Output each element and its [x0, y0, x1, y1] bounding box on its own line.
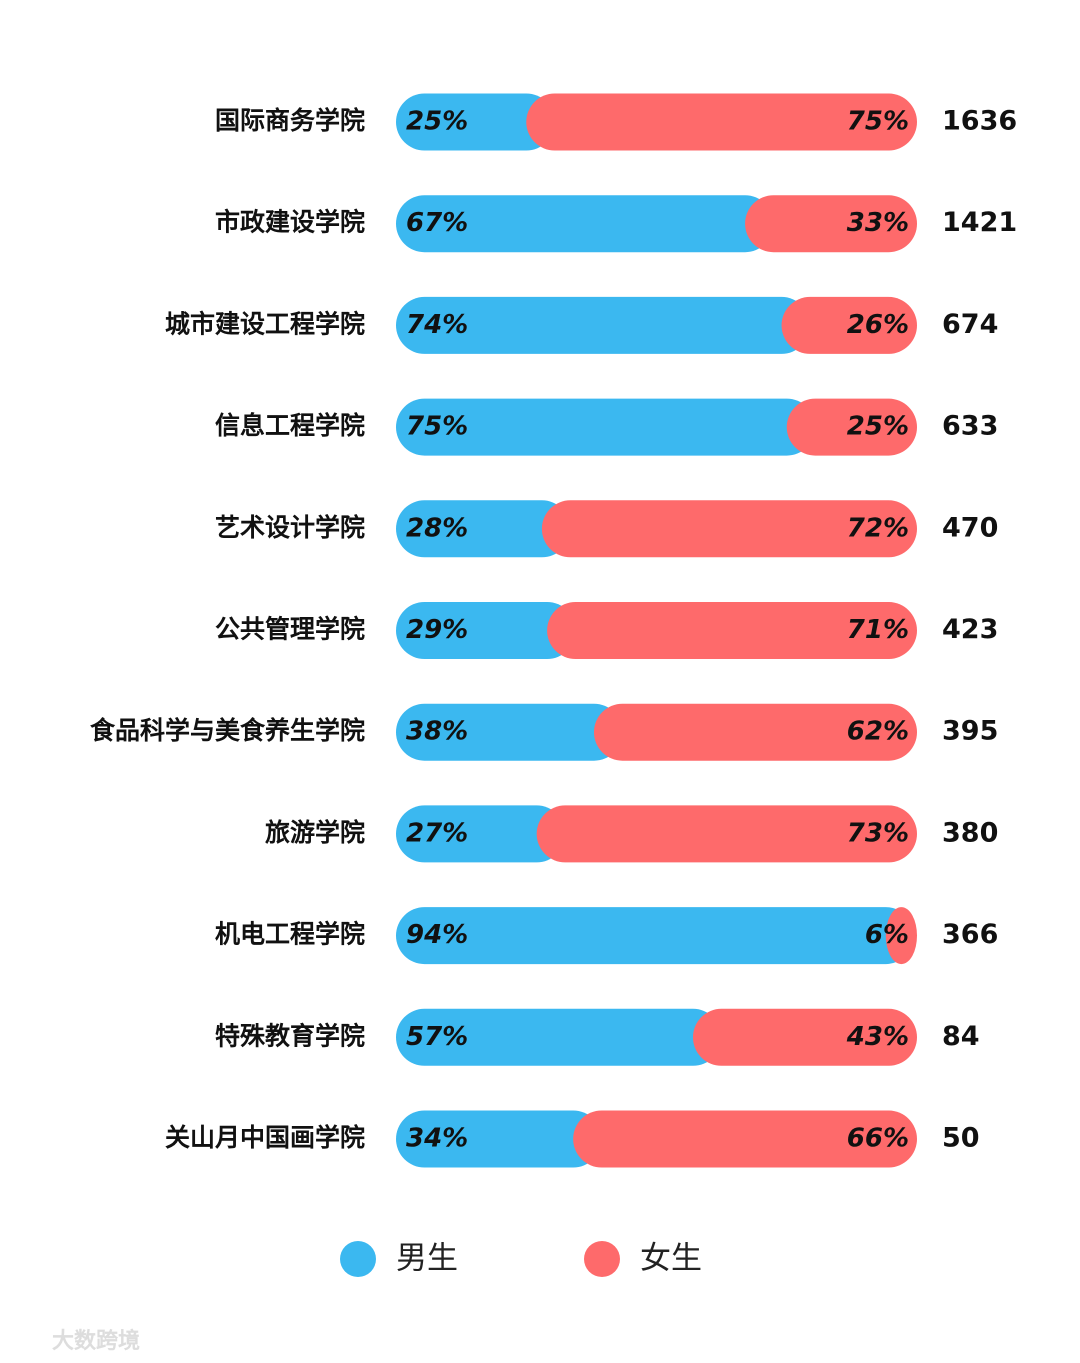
total-label: 423	[942, 614, 998, 645]
value-label: 27%	[406, 818, 468, 848]
legend-label: 男生	[396, 1241, 458, 1277]
value-label: 74%	[406, 310, 468, 340]
total-label: 1421	[942, 207, 1017, 238]
value-label: 62%	[847, 717, 909, 747]
bar-segment	[593, 703, 917, 761]
bar-segment	[781, 296, 917, 354]
bar-segment	[786, 398, 917, 456]
bar-segment	[396, 1008, 722, 1066]
category-label: 关山月中国画学院	[165, 1123, 365, 1152]
category-label: 特殊教育学院	[215, 1021, 365, 1050]
category-label: 城市建设工程学院	[165, 309, 365, 338]
value-label: 26%	[847, 310, 909, 340]
watermark: 大数跨境	[52, 1328, 140, 1354]
value-label: 67%	[406, 208, 468, 238]
bar-segment	[547, 602, 917, 659]
value-label: 33%	[847, 208, 909, 238]
total-label: 366	[942, 919, 998, 950]
value-label: 72%	[847, 513, 909, 543]
value-label: 73%	[847, 818, 909, 848]
bar-segment	[396, 703, 623, 761]
value-label: 75%	[406, 412, 468, 442]
category-label: 旅游学院	[265, 818, 365, 847]
total-label: 84	[942, 1021, 980, 1052]
legend-marker	[340, 1241, 376, 1277]
value-label: 25%	[406, 107, 468, 137]
value-label: 43%	[846, 1022, 909, 1052]
value-label: 75%	[847, 107, 909, 137]
bar-segment	[526, 93, 917, 151]
category-label: 信息工程学院	[215, 411, 365, 440]
value-label: 34%	[406, 1124, 468, 1154]
bar-segment	[536, 805, 917, 863]
total-label: 1636	[942, 106, 1017, 137]
bar-segment	[396, 398, 816, 456]
total-label: 50	[942, 1123, 980, 1154]
total-label: 633	[942, 411, 998, 442]
bar-segment	[396, 805, 566, 863]
category-label: 食品科学与美食养生学院	[90, 716, 365, 745]
bar-segment	[396, 195, 774, 253]
bar-segment	[396, 93, 555, 151]
bar-segment	[396, 296, 811, 354]
total-label: 380	[942, 817, 998, 848]
legend-marker	[584, 1241, 620, 1277]
value-label: 29%	[406, 615, 468, 645]
value-label: 57%	[406, 1022, 468, 1052]
bar-segment	[692, 1008, 917, 1066]
value-label: 71%	[847, 615, 909, 645]
total-label: 470	[942, 512, 998, 543]
bar-segment	[745, 195, 917, 253]
bar-segment	[541, 500, 917, 558]
bar-segment	[396, 1110, 602, 1168]
bar-segment	[573, 1110, 917, 1168]
value-label: 38%	[406, 717, 468, 747]
category-label: 国际商务学院	[215, 106, 365, 135]
category-label: 机电工程学院	[215, 920, 365, 949]
value-label: 94%	[406, 920, 468, 950]
category-label: 艺术设计学院	[215, 513, 365, 542]
value-label: 25%	[847, 412, 909, 442]
legend-label: 女生	[640, 1241, 702, 1277]
total-label: 674	[942, 309, 998, 340]
category-label: 公共管理学院	[215, 615, 365, 644]
total-label: 395	[942, 716, 998, 747]
value-label: 6%	[865, 920, 909, 950]
bar-segment	[396, 602, 576, 659]
category-label: 市政建设学院	[215, 208, 365, 237]
value-label: 66%	[847, 1124, 909, 1154]
bar-segment	[885, 907, 917, 965]
bar-segment	[396, 907, 915, 965]
value-label: 28%	[406, 513, 468, 543]
bar-segment	[396, 500, 571, 558]
